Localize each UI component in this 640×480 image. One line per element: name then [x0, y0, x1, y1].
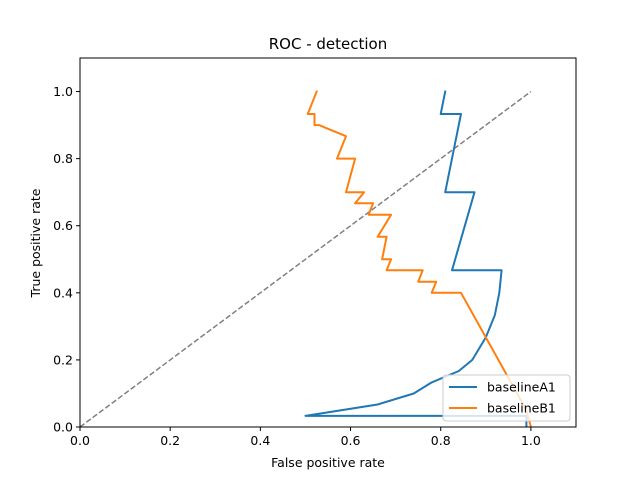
chance-diagonal-line: [80, 90, 532, 427]
y-tick-label: 0.0: [53, 420, 73, 435]
axes-frame: [79, 57, 577, 428]
x-tick-label: 0.4: [250, 433, 270, 448]
series-line-baselineA1: [304, 90, 528, 427]
x-tick-label: 0.0: [70, 433, 90, 448]
y-tick-label: 0.6: [53, 218, 73, 233]
axis-ticks: 0.0 0.2 0.4 0.6 0.8 1.0 0.0 0.2 0.4 0.6 0.8 1.0: [53, 84, 541, 448]
y-axis-label: True positive rate: [28, 188, 43, 298]
y-tick-label: 0.2: [53, 352, 73, 367]
x-tick-label: 1.0: [521, 433, 541, 448]
y-tick-label: 1.0: [53, 84, 73, 99]
legend-label-baselineA1: baselineA1: [487, 380, 556, 395]
y-tick-label: 0.8: [53, 151, 73, 166]
y-tick-label: 0.4: [53, 285, 73, 300]
plot-area: [80, 90, 532, 427]
x-tick-label: 0.2: [160, 433, 180, 448]
legend-label-baselineB1: baselineB1: [487, 401, 556, 416]
x-axis-label: False positive rate: [271, 455, 385, 470]
x-tick-label: 0.6: [341, 433, 361, 448]
legend: baselineA1 baselineB1: [442, 374, 571, 422]
x-tick-label: 0.8: [431, 433, 451, 448]
series-line-baselineB1: [306, 90, 532, 427]
chart-title: ROC - detection: [269, 35, 388, 53]
